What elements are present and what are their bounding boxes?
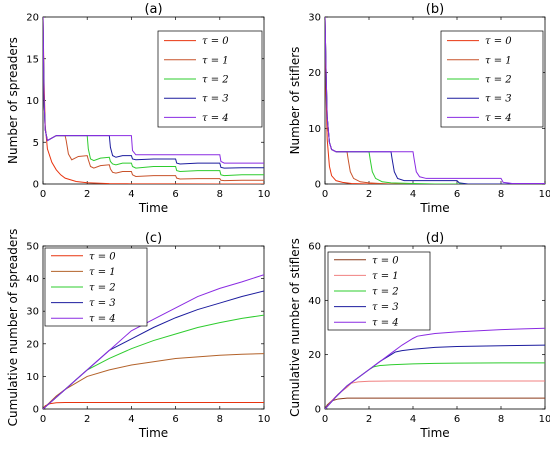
x-tick-label: 0 — [322, 189, 328, 200]
y-axis-label: Cumulative number of spreaders — [6, 229, 20, 427]
x-tick-label: 8 — [217, 414, 223, 425]
legend-entry: τ = 3 — [485, 94, 512, 105]
y-tick-label: 0 — [315, 405, 321, 416]
legend-entry: τ = 0 — [89, 251, 116, 262]
x-tick-label: 4 — [410, 189, 416, 200]
y-tick-label: 40 — [26, 274, 39, 285]
legend-entry: τ = 0 — [485, 36, 512, 47]
x-tick-label: 10 — [539, 189, 550, 200]
legend-entry: τ = 0 — [372, 255, 399, 266]
x-tick-label: 8 — [498, 189, 504, 200]
series-line-4 — [43, 274, 264, 409]
y-axis-label: Number of stiflers — [288, 47, 302, 155]
legend-entry: τ = 2 — [89, 283, 116, 294]
y-tick-label: 30 — [26, 307, 39, 318]
legend-entry: τ = 3 — [372, 302, 399, 313]
legend-entry: τ = 0 — [202, 36, 229, 47]
y-tick-label: 0 — [33, 405, 39, 416]
panel-a: 0 2 4 6 8 10 0 5 10 15 20 (a) Time Number of spreader… — [6, 2, 270, 215]
x-axis-label: Time — [138, 426, 168, 440]
x-tick-label: 4 — [410, 414, 416, 425]
legend: τ = 0 τ = 1 τ = 2 τ = 3 τ = 4 — [157, 30, 263, 128]
y-tick-label: 0 — [33, 180, 39, 191]
x-tick-label: 0 — [40, 414, 46, 425]
x-axis-label: Time — [419, 426, 449, 440]
series-line-0 — [43, 401, 264, 409]
legend-entry: τ = 3 — [89, 298, 116, 309]
x-tick-label: 10 — [539, 414, 550, 425]
x-tick-label: 4 — [128, 189, 134, 200]
legend-entry: τ = 4 — [89, 314, 116, 325]
x-tick-label: 0 — [40, 189, 46, 200]
y-tick-label: 30 — [308, 13, 321, 24]
legend-entry: τ = 2 — [485, 75, 512, 86]
x-tick-label: 8 — [217, 189, 223, 200]
y-tick-label: 10 — [26, 96, 39, 107]
panel-c: 0 2 4 6 8 10 0 10 20 30 40 50 (c) Time Cumulative numb… — [6, 229, 270, 440]
x-tick-label: 0 — [322, 414, 328, 425]
series-line-0 — [325, 17, 545, 184]
legend: τ = 0 τ = 1 τ = 2 τ = 3 τ = 4 — [44, 247, 148, 327]
series-line-4 — [43, 17, 264, 164]
x-tick-label: 4 — [128, 414, 134, 425]
y-tick-label: 40 — [308, 296, 321, 307]
x-tick-label: 6 — [454, 414, 460, 425]
legend-entry: τ = 2 — [202, 75, 229, 86]
y-tick-label: 20 — [308, 350, 321, 361]
x-axis-label: Time — [138, 201, 168, 215]
legend-entry: τ = 2 — [372, 287, 399, 298]
legend-entry: τ = 1 — [202, 55, 229, 66]
y-tick-label: 10 — [26, 372, 39, 383]
y-axis-label: Number of spreaders — [6, 37, 20, 164]
x-tick-label: 10 — [258, 189, 271, 200]
series-line-4 — [325, 327, 545, 409]
panel-title: (a) — [144, 2, 162, 17]
y-tick-label: 20 — [26, 13, 39, 24]
series-line-4 — [325, 17, 545, 184]
x-tick-label: 2 — [84, 189, 90, 200]
x-tick-label: 6 — [172, 189, 178, 200]
series-line-0 — [325, 397, 545, 409]
legend-entry: τ = 1 — [89, 267, 116, 278]
x-tick-label: 8 — [498, 414, 504, 425]
x-tick-label: 6 — [172, 414, 178, 425]
legend: τ = 0 τ = 1 τ = 2 τ = 3 τ = 4 — [327, 251, 431, 331]
legend-entry: τ = 4 — [372, 318, 399, 329]
x-tick-label: 10 — [258, 414, 271, 425]
y-tick-label: 15 — [26, 54, 39, 65]
legend-entry: τ = 1 — [485, 55, 512, 66]
y-tick-label: 0 — [315, 180, 321, 191]
panel-title: (c) — [145, 231, 162, 246]
panel-title: (b) — [426, 2, 444, 17]
y-tick-label: 5 — [33, 138, 39, 149]
panel-b: 0 2 4 6 8 10 0 10 20 30 (b) Time Number of stiflers τ… — [288, 2, 550, 215]
y-tick-label: 10 — [308, 124, 321, 135]
panel-d: 0 2 4 6 8 10 0 20 40 60 (d) Time Cumulative number o… — [288, 231, 550, 440]
x-tick-label: 2 — [84, 414, 90, 425]
legend-entry: τ = 1 — [372, 271, 399, 282]
legend: τ = 0 τ = 1 τ = 2 τ = 3 τ = 4 — [440, 30, 544, 128]
y-tick-label: 50 — [26, 242, 39, 253]
y-tick-label: 20 — [308, 68, 321, 79]
y-tick-label: 60 — [308, 242, 321, 253]
x-tick-label: 2 — [366, 189, 372, 200]
y-axis-label: Cumulative number of stiflers — [288, 238, 302, 417]
x-axis-label: Time — [419, 201, 449, 215]
x-tick-label: 6 — [454, 189, 460, 200]
panel-title: (d) — [426, 231, 444, 246]
series-line-1 — [43, 353, 264, 409]
legend-entry: τ = 3 — [202, 94, 229, 105]
y-tick-label: 20 — [26, 339, 39, 350]
legend-entry: τ = 4 — [485, 113, 512, 124]
x-tick-label: 2 — [366, 414, 372, 425]
legend-entry: τ = 4 — [202, 113, 229, 124]
